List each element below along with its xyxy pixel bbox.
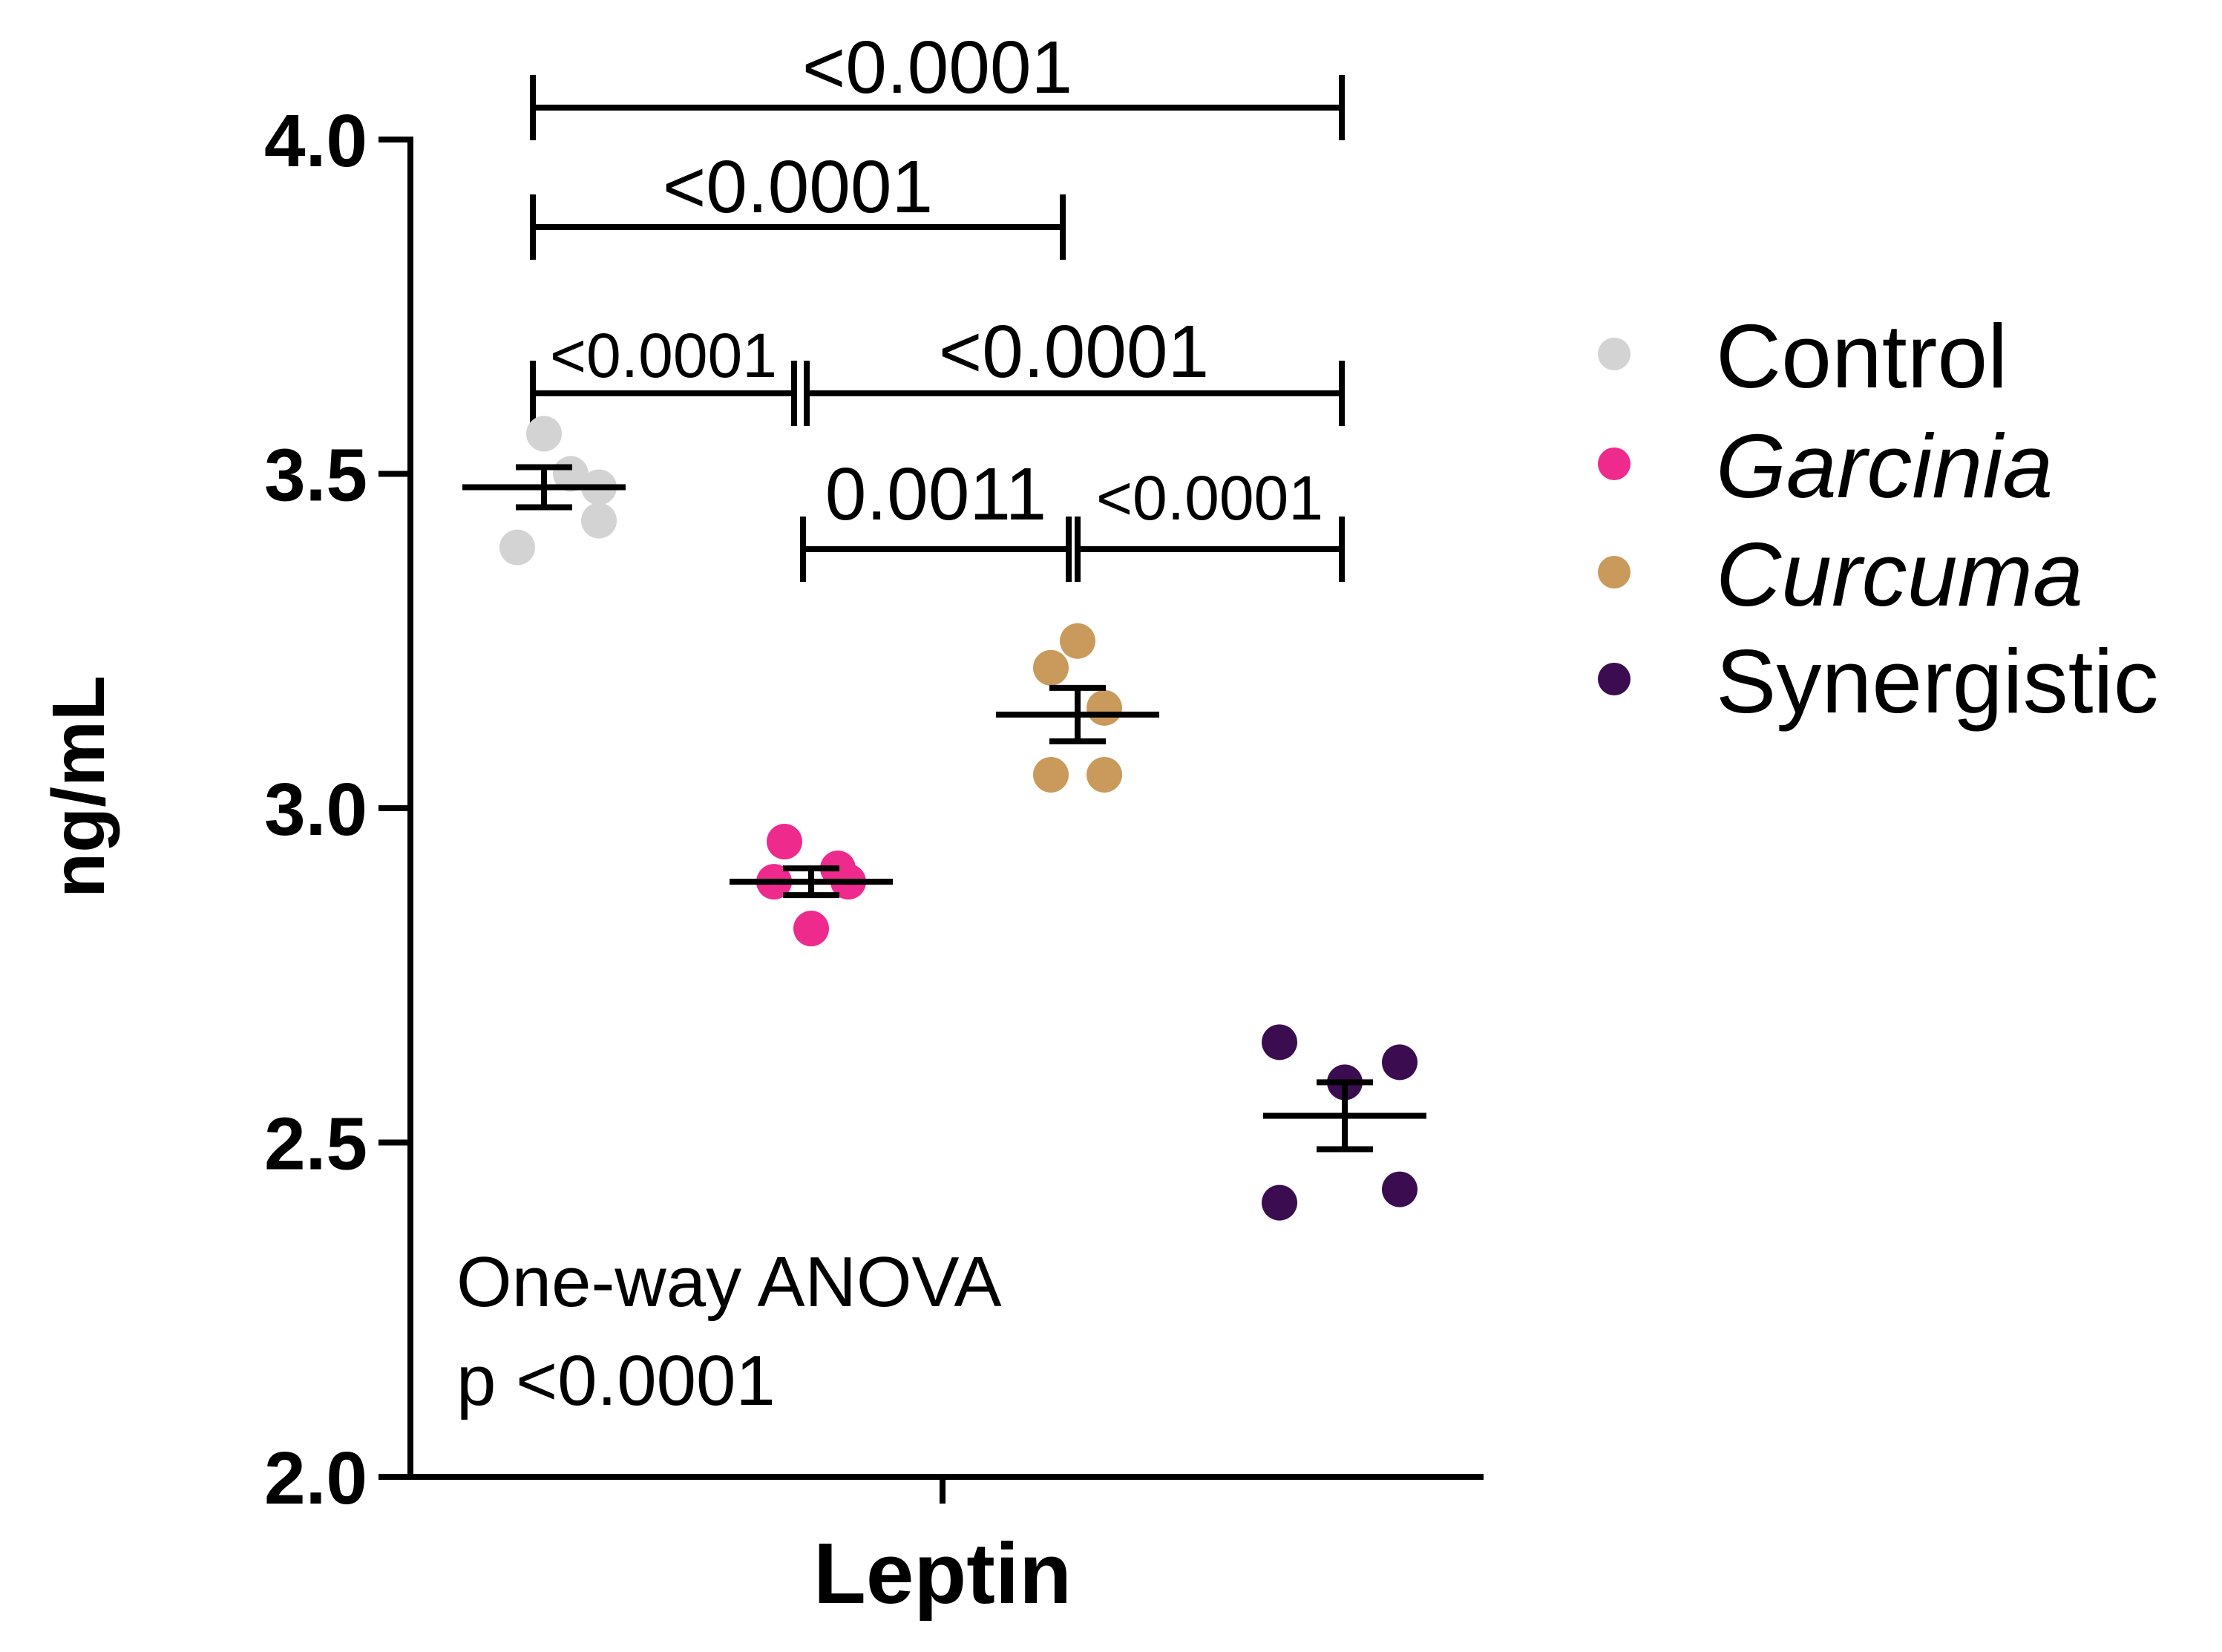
mean-sem-bars	[462, 464, 1426, 1153]
x-axis-label: Leptin	[813, 1525, 1072, 1622]
legend-marker-2	[1598, 556, 1631, 589]
bracket-label-1: <0.0001	[663, 145, 933, 229]
bracket-label-4: 0.0011	[825, 453, 1046, 536]
point-2-4	[1087, 689, 1122, 726]
anova-annotation-line-2: p <0.0001	[456, 1341, 776, 1420]
bracket-0	[530, 75, 1345, 140]
y-tick-label-2: 3.0	[264, 768, 367, 851]
point-0-2	[581, 502, 617, 539]
anova-annotation-line-1: One-way ANOVA	[456, 1242, 1001, 1322]
legend-label-2: Curcuma	[1716, 524, 2083, 625]
point-2-0	[1060, 623, 1095, 659]
point-0-0	[526, 416, 562, 452]
bracket-5	[1075, 517, 1345, 582]
point-3-0	[1262, 1024, 1297, 1061]
bracket-label-2: <0.0001	[550, 321, 777, 390]
bracket-3	[804, 361, 1345, 426]
point-1-1	[793, 911, 829, 947]
bracket-4	[800, 517, 1072, 582]
bracket-2	[530, 361, 797, 426]
data-points	[499, 416, 1418, 1221]
y-axis-label: ng/mL	[37, 675, 120, 898]
y-ticks: 2.0 2.5 3.0 3.5 4.0	[264, 99, 410, 1520]
bracket-label-5: <0.0001	[1096, 463, 1323, 533]
y-tick-label-4: 4.0	[264, 99, 367, 183]
point-2-1	[1033, 649, 1069, 686]
point-3-1	[1382, 1044, 1418, 1081]
legend-marker-1	[1598, 448, 1631, 480]
legend-label-3: Synergistic	[1716, 631, 2159, 732]
point-3-4	[1382, 1171, 1418, 1207]
point-3-3	[1262, 1184, 1297, 1221]
legend-marker-3	[1598, 663, 1631, 695]
point-1-0	[767, 824, 802, 860]
y-tick-label-3: 3.5	[264, 434, 367, 517]
legend-label-1: Garcinia	[1716, 416, 2053, 517]
y-tick-label-1: 2.5	[264, 1103, 367, 1186]
point-0-1	[499, 529, 535, 566]
legend-label-0: Control	[1716, 306, 2008, 407]
point-2-2	[1033, 756, 1069, 793]
legend-marker-0	[1598, 338, 1631, 370]
bracket-label-0: <0.0001	[802, 26, 1072, 109]
bracket-1	[530, 194, 1066, 260]
y-tick-label-0: 2.0	[264, 1437, 367, 1520]
point-2-3	[1087, 756, 1122, 793]
anova-annotation: One-way ANOVA p <0.0001	[456, 1242, 1001, 1420]
bracket-label-3: <0.0001	[939, 310, 1209, 393]
